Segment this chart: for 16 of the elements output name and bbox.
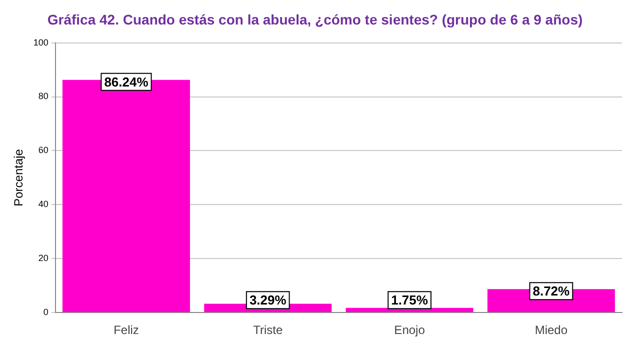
x-tick-label: Enojo xyxy=(394,323,426,338)
y-tick-label: 40 xyxy=(38,199,48,210)
y-tick-label: 60 xyxy=(38,145,48,156)
y-tick-label: 0 xyxy=(43,307,48,318)
x-tick-label: Miedo xyxy=(534,323,568,338)
x-tick-label: Feliz xyxy=(114,323,139,338)
data-label: 1.75% xyxy=(391,292,428,308)
chart-title: Gráfica 42. Cuando estás con la abuela, ¿cómo te sientes? (grupo de 6 a 9 años) xyxy=(47,11,583,28)
y-axis-title: Porcentaje xyxy=(12,148,26,206)
y-tick-label: 20 xyxy=(38,253,48,264)
x-tick-label: Triste xyxy=(253,323,283,338)
data-label: 86.24% xyxy=(104,74,149,90)
data-label: 8.72% xyxy=(532,284,570,299)
y-tick-label: 80 xyxy=(38,91,48,102)
y-tick-label: 100 xyxy=(33,37,48,48)
data-label: 3.29% xyxy=(249,292,287,308)
